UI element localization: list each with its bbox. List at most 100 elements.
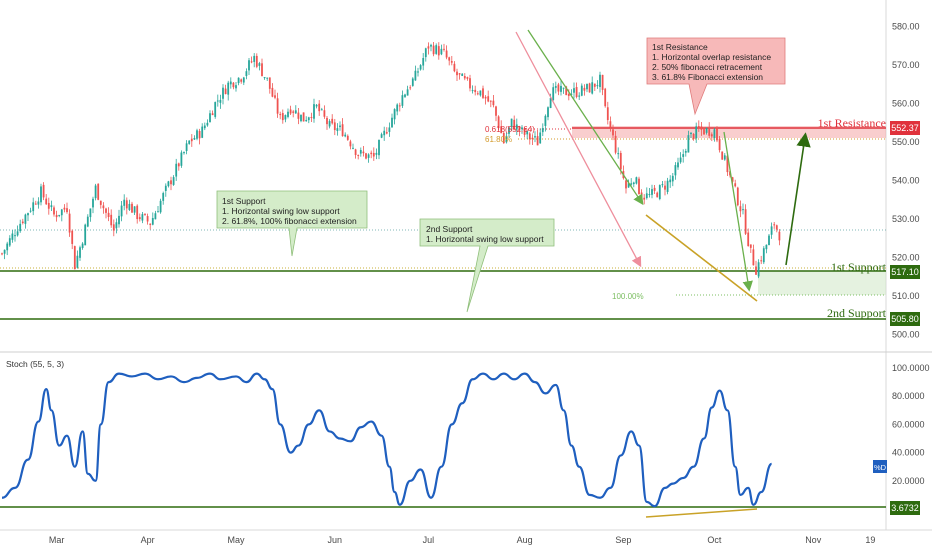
stoch-tick-label: 80.0000 [892,391,925,401]
candle-body [11,233,14,240]
candle-body [658,185,661,199]
candle-body [570,93,573,95]
candle-body [380,134,383,138]
candle-body [47,202,50,209]
candle-body [583,87,586,91]
candle-body [357,154,360,156]
candle-body [276,98,279,114]
candle-body [505,135,508,143]
fib-0618-label: 0.618(552.64) [485,125,535,134]
candle-body [648,194,651,196]
candle-body [393,109,396,120]
candle-body [604,88,607,107]
support1-note-line1: 1. Horizontal swing low support [222,206,340,216]
candle-body [466,77,469,79]
candle-body [146,216,149,222]
candle-body [81,243,84,248]
candle-body [354,149,357,155]
candle-body [3,249,6,254]
stoch-line [1,372,773,508]
candle-body [742,209,744,211]
candle-body [97,183,100,200]
support2-callout: 2nd Support 1. Horizontal swing low supp… [419,218,555,313]
candle-body [102,205,105,209]
price-tick-label: 520.00 [892,252,920,262]
candle-body [430,44,432,47]
price-tick-label: 570.00 [892,60,920,70]
candle-body [630,183,633,185]
candle-body [773,224,776,226]
candle-body [435,45,438,54]
candle-body [474,89,477,93]
candle-body [378,139,380,156]
candle-body [596,85,599,87]
candle-body [518,126,521,131]
candle-body [492,100,495,106]
candle-body [198,130,201,139]
candle-body [385,132,388,134]
candle-body [643,197,646,200]
svg-text:3.6732: 3.6732 [891,503,919,513]
percent-d-badge[interactable]: %D [873,460,887,473]
candle-body [346,135,349,140]
candle-body [609,121,612,128]
candle-body [29,210,32,212]
candle-body [279,114,282,116]
candle-body [406,89,409,96]
candle-body [705,128,708,133]
resistance-price-badge: 552.37 [890,121,920,135]
candle-body [84,224,87,246]
candle-body [547,107,549,118]
support1-note-title: 1st Support [222,196,266,206]
candle-body [749,244,752,248]
candle-body [411,78,414,86]
stoch-value-badge: 3.6732 [890,501,920,515]
candle-body [261,63,263,77]
candle-body [752,249,755,266]
candle-body [266,77,269,79]
candle-body [484,96,487,99]
candle-body [79,247,81,258]
candle-body [760,260,763,262]
candle-body [214,102,217,117]
candle-body [326,117,328,125]
candle-body [375,152,378,155]
resistance-note-line3: 3. 61.8% Fibonacci extension [652,72,763,82]
candle-body [573,88,575,93]
candle-body [367,154,370,158]
candle-body [448,57,451,61]
candle-body [677,162,679,168]
candle-body [671,175,674,182]
stoch-indicator-label[interactable]: Stoch (55, 5, 3) [6,359,64,369]
candle-body [268,77,271,89]
candle-body [422,57,425,66]
pink-arrow-down [515,31,642,268]
candle-body [635,177,638,184]
candle-body [541,128,544,133]
candle-body [515,124,518,130]
time-axis: Mar Apr May Jun Jul Aug Sep Oct Nov 19 [49,535,876,545]
candle-body [669,179,672,183]
candle-body [216,100,219,102]
candle-body [757,262,760,277]
time-tick-label: Aug [517,535,533,545]
projection-arrow [785,132,811,266]
candle-body [19,223,22,232]
candle-body [627,183,630,188]
candle-body [133,206,136,213]
candle-body [443,48,445,50]
candle-body [138,217,141,220]
candle-body [396,104,399,112]
candle-body [510,118,513,127]
candle-body [131,203,133,213]
candle-body [528,133,531,140]
candle-body [50,205,53,208]
candle-body [565,86,568,96]
candle-body [391,117,393,128]
candle-body [549,97,552,109]
candle-body [258,63,261,66]
candle-body [710,134,713,137]
candle-body [479,90,482,96]
candle-body [107,212,110,217]
